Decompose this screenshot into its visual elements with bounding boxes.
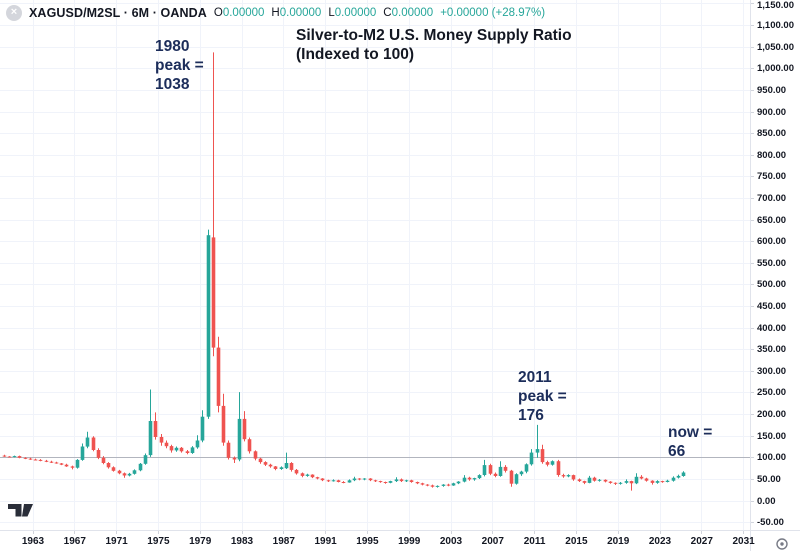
annotation-line: 1038 — [155, 76, 190, 93]
annotation-line: peak = — [155, 57, 204, 74]
chart-title-annotation[interactable]: Silver-to-M2 U.S. Money Supply Ratio (In… — [296, 27, 572, 64]
chart-legend: × XAGUSD/M2SL · 6M · OANDA O0.00000 H0.0… — [6, 5, 545, 21]
annotation-now[interactable]: now = 66 — [668, 423, 712, 461]
annotation-line: 176 — [518, 407, 544, 424]
tradingview-logo[interactable] — [8, 504, 38, 520]
annotation-line: 66 — [668, 443, 686, 460]
axis-settings-gear-icon[interactable] — [775, 537, 789, 551]
close-value: C0.00000 — [383, 7, 434, 19]
annotation-2011-peak[interactable]: 2011 peak = 176 — [518, 368, 567, 425]
annotation-line: 2011 — [518, 369, 552, 386]
annotation-line: now = — [668, 424, 713, 441]
high-value: H0.00000 — [271, 7, 322, 19]
change-value: +0.00000 (+28.97%) — [440, 7, 546, 19]
hide-symbol-icon[interactable]: × — [6, 5, 22, 21]
symbol-title[interactable]: XAGUSD/M2SL · 6M · OANDA — [29, 6, 207, 20]
annotation-1980-peak[interactable]: 1980 peak = 1038 — [155, 37, 204, 94]
low-value: L0.00000 — [328, 7, 377, 19]
open-value: O0.00000 — [213, 7, 265, 19]
annotation-line: peak = — [518, 388, 567, 405]
annotation-line: 1980 — [155, 38, 190, 55]
chart-title-line2: (Indexed to 100) — [296, 45, 414, 63]
chart-title-line1: Silver-to-M2 U.S. Money Supply Ratio — [296, 27, 572, 44]
